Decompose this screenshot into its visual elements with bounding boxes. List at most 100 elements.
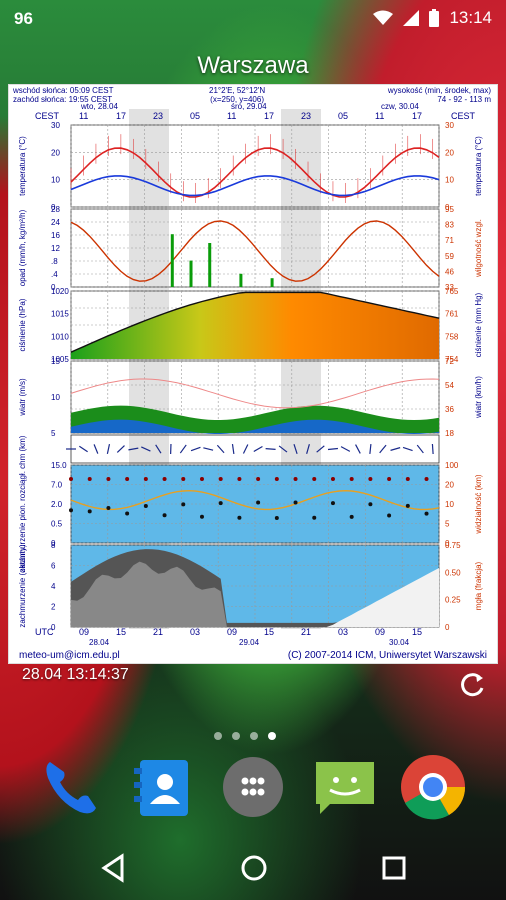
cloud-base-point: [162, 513, 167, 518]
wind-arrow: [128, 447, 139, 451]
wind-arrow: [190, 446, 201, 452]
wind-arrow: [293, 444, 298, 454]
cloud-top-point: [424, 477, 429, 482]
sunset-text: zachód słońca: 19:55 CEST: [13, 95, 113, 104]
tick-label: 20: [445, 481, 454, 490]
wind-arrow: [155, 444, 162, 454]
tick-label: 0: [445, 203, 450, 212]
tick-label: 1020: [51, 287, 69, 296]
wind-arrow: [402, 446, 413, 452]
tick-label: 765: [445, 287, 459, 296]
clock: 13:14: [449, 8, 492, 27]
home-button[interactable]: [234, 848, 274, 888]
tick-label: 100: [445, 461, 459, 470]
sun-info: wschód słońca: 05:09 CEST zachód słońca:…: [13, 86, 114, 104]
visibility-line: [70, 489, 440, 511]
day-label: wto, 28.04: [80, 103, 118, 111]
hour-label-cest: 17: [264, 111, 274, 121]
page-dot-active[interactable]: [268, 732, 276, 740]
app-drawer-icon[interactable]: [218, 752, 288, 822]
tick-label: 83: [445, 221, 454, 230]
cloud-top-point: [387, 477, 392, 482]
tick-label: 15.0: [51, 461, 67, 470]
tick-label: 28: [51, 205, 60, 214]
cloud-base-point: [405, 503, 410, 508]
hour-label-utc: 21: [153, 627, 163, 637]
tick-label: 0: [445, 623, 450, 632]
tick-label: 95: [445, 205, 454, 214]
chrome-icon[interactable]: [398, 752, 468, 822]
hour-label-cest: 11: [375, 111, 384, 121]
cloud-top-point: [181, 477, 186, 482]
hour-label-cest: 11: [227, 111, 236, 121]
wind-arrow: [179, 444, 187, 454]
precip-bar: [189, 260, 193, 287]
cloud-base-point: [293, 500, 298, 505]
hour-label-utc: 09: [79, 627, 89, 637]
page-dot[interactable]: [250, 732, 258, 740]
page-dot[interactable]: [232, 732, 240, 740]
tick-label: 0: [51, 203, 56, 212]
tick-label: 30: [445, 121, 454, 130]
tick-label: 16: [51, 231, 60, 240]
cloud-top-point: [106, 477, 111, 482]
tick-label: 8: [51, 541, 56, 550]
wind-arrow: [327, 447, 339, 451]
recents-button[interactable]: [374, 848, 414, 888]
back-button[interactable]: [94, 848, 134, 888]
wind-arrow: [78, 445, 88, 453]
tick-label: 54: [445, 381, 454, 390]
cloud-base-point: [181, 502, 186, 507]
wind-arrow: [340, 446, 351, 452]
status-bar: 96 13:14: [0, 0, 506, 38]
tick-label: 2.0: [51, 500, 63, 509]
cloud-top-point: [199, 477, 204, 482]
hour-label-utc: 15: [116, 627, 126, 637]
panel-axis-title: temperatura (°C): [474, 136, 483, 196]
widget-city-title[interactable]: Warszawa: [197, 52, 309, 79]
wind-low-area: [71, 419, 439, 434]
precip-bar: [170, 234, 174, 287]
phone-icon[interactable]: [36, 752, 106, 822]
tick-label: 15: [51, 357, 60, 366]
pressure-line: [70, 291, 440, 353]
tick-label: 0.50: [445, 568, 461, 577]
tick-label: 10: [445, 176, 454, 185]
cloud-top-point: [349, 477, 354, 482]
tick-label: 1015: [51, 310, 69, 319]
hour-label-cest: 23: [301, 111, 311, 121]
sunrise-text: wschód słońca: 05:09 CEST: [13, 86, 114, 95]
gust-line: [70, 378, 440, 409]
tick-label: .8: [51, 257, 58, 266]
wind-arrow: [306, 444, 310, 454]
notification-count: 96: [14, 9, 33, 28]
tick-label: 71: [445, 236, 454, 245]
cloud-base-point: [274, 516, 279, 521]
tick-label: 758: [445, 332, 459, 341]
meteogram-widget[interactable]: wschód słońca: 05:09 CEST zachód słońca:…: [8, 84, 498, 664]
wind-arrow: [316, 445, 325, 453]
contacts-icon[interactable]: [130, 752, 200, 822]
cloud-base-point: [143, 504, 148, 509]
messaging-icon[interactable]: [310, 752, 380, 822]
cloud-top-point: [87, 477, 92, 482]
pressure-area: [71, 292, 439, 359]
cloud-top-point: [330, 477, 335, 482]
hour-label-utc: 09: [227, 627, 237, 637]
page-dot[interactable]: [214, 732, 222, 740]
cloud-top-point: [256, 477, 261, 482]
panel-axis-title: zachmurzenie (oktanty): [18, 544, 27, 627]
tick-label: 59: [445, 252, 454, 261]
day-label: czw, 30.04: [381, 103, 419, 111]
day-label: śro, 29.04: [231, 103, 267, 111]
cloud-top-point: [125, 477, 130, 482]
wind-arrow: [379, 444, 387, 454]
tick-label: 46: [445, 267, 454, 276]
refresh-icon[interactable]: [458, 670, 488, 700]
cloud-top-point: [69, 477, 73, 482]
page-indicator: [214, 732, 276, 740]
elevation-values: 74 - 92 - 113 m: [437, 95, 491, 104]
cloud-low-area: [71, 561, 439, 627]
wind-arrow: [106, 443, 111, 455]
